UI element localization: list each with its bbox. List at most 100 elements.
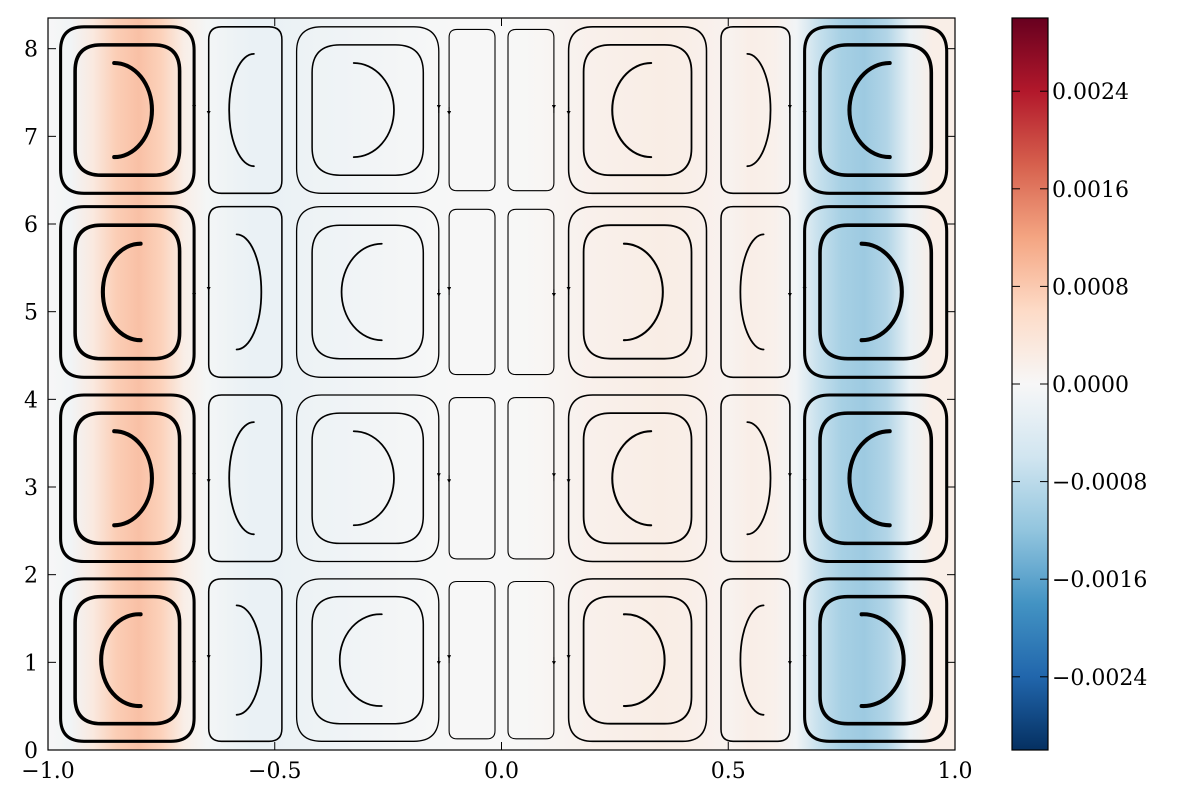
streamline bbox=[448, 580, 496, 740]
streamline bbox=[207, 394, 283, 563]
streamline bbox=[507, 580, 555, 740]
streamline bbox=[295, 578, 440, 742]
streamline bbox=[746, 421, 772, 536]
x-tick-label: −0.5 bbox=[248, 759, 301, 784]
streamline bbox=[803, 205, 949, 379]
streamline bbox=[338, 613, 383, 707]
streamline bbox=[340, 242, 383, 342]
streamline bbox=[112, 429, 154, 528]
colorbar-tick-label: −0.0008 bbox=[1052, 471, 1147, 496]
streamline bbox=[352, 62, 395, 158]
streamline bbox=[818, 594, 934, 726]
x-tick-label: −1.0 bbox=[21, 759, 74, 784]
streamline bbox=[311, 595, 425, 725]
streamline bbox=[859, 241, 904, 343]
streamline bbox=[59, 25, 196, 195]
streamline bbox=[295, 205, 440, 378]
streamline bbox=[582, 412, 693, 545]
streamline bbox=[295, 394, 440, 563]
streamline bbox=[73, 411, 182, 546]
colorbar-tick-label: 0.0024 bbox=[1052, 80, 1129, 105]
streamline bbox=[803, 577, 949, 743]
streamline bbox=[311, 224, 425, 360]
streamline bbox=[582, 44, 693, 177]
streamline bbox=[73, 43, 182, 177]
streamline bbox=[207, 205, 283, 379]
x-axis: −1.0 −0.5 0.0 0.5 1.0 bbox=[21, 18, 973, 784]
streamline bbox=[235, 604, 263, 716]
streamline bbox=[739, 604, 765, 716]
streamline bbox=[818, 411, 934, 546]
colorbar-frame bbox=[1011, 17, 1049, 751]
colorbar-tick-label: 0.0008 bbox=[1052, 275, 1129, 300]
streamline bbox=[611, 430, 653, 527]
colorbar: 0.0024 0.0016 0.0008 0.0000 −0.0008 −0.0016 −0… bbox=[1011, 17, 1147, 751]
streamline bbox=[311, 44, 425, 176]
streamline bbox=[507, 208, 555, 376]
streamline bbox=[622, 242, 664, 342]
streamline bbox=[100, 241, 143, 343]
streamline bbox=[311, 412, 425, 545]
streamline bbox=[720, 578, 791, 743]
colorbar-tick-label: 0.0016 bbox=[1052, 178, 1129, 203]
y-tick-label: 6 bbox=[24, 213, 38, 238]
y-tick-label: 5 bbox=[24, 301, 38, 326]
streamline bbox=[99, 612, 143, 709]
streamline bbox=[567, 394, 708, 563]
streamline bbox=[847, 60, 892, 160]
x-tick-label: 0.0 bbox=[484, 759, 519, 784]
colorbar-tick-label: −0.0016 bbox=[1052, 568, 1147, 593]
streamline bbox=[59, 205, 196, 379]
streamline bbox=[720, 205, 791, 379]
streamline bbox=[235, 233, 263, 351]
y-tick-label: 3 bbox=[24, 476, 38, 501]
colorbar-ticks: 0.0024 0.0016 0.0008 0.0000 −0.0008 −0.0016 −0… bbox=[1012, 80, 1147, 691]
streamline bbox=[818, 223, 934, 361]
streamline bbox=[59, 577, 196, 743]
streamline bbox=[803, 393, 949, 564]
streamline bbox=[352, 430, 395, 527]
streamlines bbox=[59, 25, 949, 743]
streamline bbox=[720, 394, 791, 563]
streamline bbox=[622, 613, 666, 708]
streamline bbox=[720, 26, 791, 195]
streamline bbox=[448, 208, 496, 376]
streamline bbox=[112, 60, 154, 160]
colorbar-tick-label: 0.0000 bbox=[1052, 373, 1129, 398]
x-tick-label: 0.5 bbox=[711, 759, 746, 784]
streamline bbox=[73, 223, 182, 361]
streamline bbox=[295, 26, 440, 194]
streamline bbox=[611, 61, 653, 159]
y-tick-label: 7 bbox=[24, 125, 38, 150]
streamline bbox=[739, 233, 765, 351]
y-tick-label: 4 bbox=[24, 388, 38, 413]
streamline bbox=[582, 595, 693, 725]
streamline bbox=[207, 26, 283, 195]
plot-area bbox=[47, 17, 956, 751]
y-tick-label: 2 bbox=[24, 564, 38, 589]
streamline bbox=[73, 594, 182, 726]
streamline bbox=[59, 393, 196, 564]
y-tick-label: 1 bbox=[24, 651, 38, 676]
y-tick-label: 0 bbox=[24, 739, 38, 764]
colorbar-tick-label: −0.0024 bbox=[1052, 666, 1147, 691]
streamline bbox=[859, 612, 906, 709]
streamline bbox=[207, 578, 283, 743]
streamline bbox=[818, 43, 934, 177]
y-axis: 0 1 2 3 4 5 6 7 8 bbox=[24, 38, 955, 764]
streamline bbox=[567, 578, 708, 743]
streamline bbox=[448, 28, 496, 192]
streamline bbox=[507, 397, 555, 560]
streamline bbox=[803, 25, 949, 195]
streamline bbox=[507, 28, 555, 192]
streamline bbox=[448, 397, 496, 560]
streamline bbox=[847, 429, 892, 528]
streamline bbox=[582, 224, 693, 360]
streamline bbox=[567, 26, 708, 195]
y-tick-label: 8 bbox=[24, 38, 38, 63]
streamline bbox=[228, 53, 255, 168]
streamline bbox=[746, 53, 772, 168]
x-tick-label: 1.0 bbox=[938, 759, 973, 784]
